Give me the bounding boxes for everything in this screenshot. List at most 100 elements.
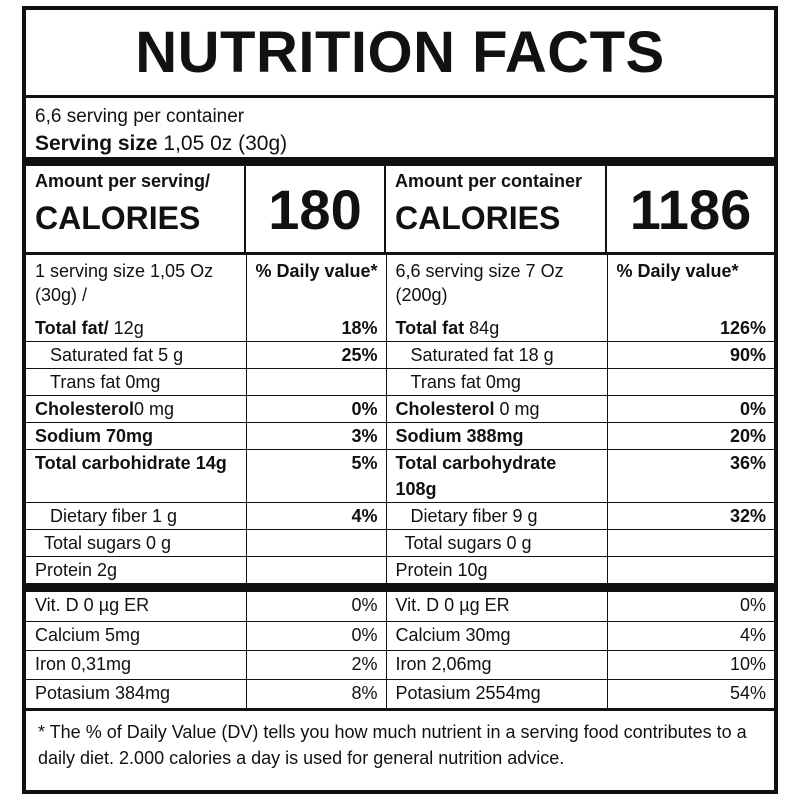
nutrient-label: Total carbohidrate 14g [35,453,227,473]
table-row: Potasium 384mg 8% Potasium 2554mg 54% [26,678,774,709]
vitamin-table: Vit. D 0 µg ER 0% Vit. D 0 µg ER 0% Calcium … [26,592,774,709]
serving-size-value: 1,05 0z (30g) [163,132,288,155]
nutrient-label: Saturated fat 18 g [410,345,554,365]
daily-value-serving: 5% [245,449,387,503]
table-header-row: 1 serving size 1,05 Oz (30g) / % Daily v… [26,255,774,315]
nutrient-name-container: Total sugars 0 g [385,529,608,557]
daily-value-container: 36% [606,449,774,503]
calories-per-serving-value: 180 [246,166,386,252]
table-row: Calcium 5mg 0% Calcium 30mg 4% [26,620,774,651]
table-row: Protein 2g Protein 10g [26,556,774,583]
nutrient-name-container: Cholesterol 0 mg [385,395,608,423]
table-row: Total carbohidrate 14g 5% Total carbohydra… [26,449,774,503]
table-row: Iron 0,31mg 2% Iron 2,06mg 10% [26,649,774,680]
footnote: * The % of Daily Value (DV) tells you ho… [26,708,774,771]
nutrient-name-serving: Total fat/ 12g [26,315,247,342]
table-row: Vit. D 0 µg ER 0% Vit. D 0 µg ER 0% [26,592,774,622]
daily-value-container [606,529,774,557]
daily-value-serving: 25% [245,341,387,369]
nutrient-name-serving: Trans fat 0mg [26,368,247,396]
daily-value-serving: 4% [245,502,387,530]
table-row: Saturated fat 5 g 25% Saturated fat 18 g 90… [26,341,774,369]
nutrient-label: Total carbohydrate 108g [395,453,557,499]
nutrient-name-serving: Protein 2g [26,556,247,583]
daily-value-header-right: % Daily value* [606,255,774,315]
vitamin-dv-serving: 8% [245,678,387,709]
nutrient-name-serving: Sodium 70mg [26,422,247,450]
nutrient-label: Total fat/ [35,318,109,338]
vitamin-name-serving: Iron 0,31mg [26,649,247,680]
vitamin-name-container: Potasium 2554mg [385,678,608,709]
amount-per-serving-text: Amount per serving/ [35,171,211,191]
nutrient-label: Protein 10g [395,560,488,580]
nutrient-label: Trans fat 0mg [50,372,161,392]
vitamin-name-container: Iron 2,06mg [385,649,608,680]
nutrient-name-serving: Total carbohidrate 14g [26,449,247,503]
nutrient-name-serving: Dietary fiber 1 g [26,502,247,530]
vitamin-name-container: Calcium 30mg [385,620,608,651]
nutrient-label: Trans fat 0mg [410,372,521,392]
serving-size: Serving size 1,05 0z (30g) [35,129,765,159]
vitamin-dv-container: 54% [606,678,774,709]
nutrient-label: Protein 2g [35,560,118,580]
daily-value-container [606,556,774,583]
nutrient-amount: 0 mg [494,399,540,419]
nutrient-name-container: Sodium 388mg [385,422,608,450]
vitamin-dv-serving: 0% [245,592,387,622]
nutrient-name-container: Protein 10g [385,556,608,583]
serving-desc-left: 1 serving size 1,05 Oz (30g) / [26,255,247,315]
nutrient-name-container: Total carbohydrate 108g [385,449,608,503]
vitamin-name-serving: Calcium 5mg [26,620,247,651]
calories-heading: CALORIES [35,200,201,236]
vitamin-name-container: Vit. D 0 µg ER [385,592,608,622]
serving-info: 6,6 serving per container Serving size 1… [26,98,774,166]
nutrient-label: Saturated fat 5 g [50,345,184,365]
daily-value-container: 126% [606,315,774,342]
daily-value-serving [245,368,387,396]
nutrient-amount: 0 mg [134,399,175,419]
vitamin-dv-container: 0% [606,592,774,622]
daily-value-serving [245,556,387,583]
vitamin-dv-container: 10% [606,649,774,680]
nutrition-label: NUTRITION FACTS 6,6 serving per containe… [22,6,778,794]
nutrient-name-serving: Cholesterol0 mg [26,395,247,423]
daily-value-serving: 0% [245,395,387,423]
calories-heading: CALORIES [395,200,561,236]
nutrient-label: Cholesterol [35,399,135,419]
table-row: Dietary fiber 1 g 4% Dietary fiber 9 g 32% [26,502,774,530]
vitamin-name-serving: Potasium 384mg [26,678,247,709]
amount-per-container-text: Amount per container [395,171,583,191]
nutrient-label: Total sugars 0 g [44,533,172,553]
daily-value-container: 32% [606,502,774,530]
nutrient-name-container: Dietary fiber 9 g [385,502,608,530]
nutrient-name-serving: Total sugars 0 g [26,529,247,557]
daily-value-container: 0% [606,395,774,423]
calories-row: Amount per serving/ CALORIES 180 Amount … [26,166,774,255]
serving-size-label: Serving size [35,132,158,155]
page-title: NUTRITION FACTS [26,10,774,98]
table-row: Sodium 70mg 3% Sodium 388mg 20% [26,422,774,450]
daily-value-serving [245,529,387,557]
vitamin-dv-container: 4% [606,620,774,651]
serving-desc-right: 6,6 serving size 7 Oz (200g) [385,255,608,315]
servings-per-container: 6,6 serving per container [35,106,245,127]
section-divider [26,583,774,592]
nutrient-name-container: Saturated fat 18 g [385,341,608,369]
nutrient-label: Sodium 388mg [395,426,524,446]
nutrient-label: Dietary fiber 1 g [50,506,178,526]
vitamin-dv-serving: 2% [245,649,387,680]
nutrient-label: Total fat [395,318,465,338]
nutrient-amount: 84g [464,318,500,338]
vitamin-dv-serving: 0% [245,620,387,651]
daily-value-serving: 3% [245,422,387,450]
daily-value-serving: 18% [245,315,387,342]
nutrient-name-container: Trans fat 0mg [385,368,608,396]
daily-value-container: 20% [606,422,774,450]
nutrient-table: 1 serving size 1,05 Oz (30g) / % Daily v… [26,255,774,583]
calories-per-container-value: 1186 [629,177,752,241]
nutrient-name-container: Total fat 84g [385,315,608,342]
table-row: Trans fat 0mg Trans fat 0mg [26,368,774,396]
table-row: Cholesterol0 mg 0% Cholesterol 0 mg 0% [26,395,774,423]
table-row: Total sugars 0 g Total sugars 0 g [26,529,774,557]
nutrient-label: Cholesterol [395,399,495,419]
